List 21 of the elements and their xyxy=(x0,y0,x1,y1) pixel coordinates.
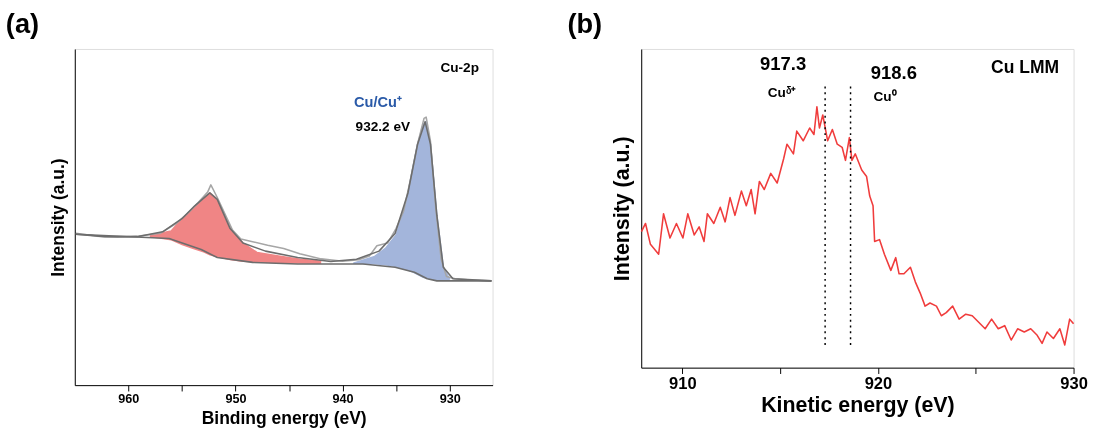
annotation: 932.2 eV xyxy=(355,118,410,134)
x-tick-label: 930 xyxy=(439,392,461,407)
text: Cu⁰ xyxy=(873,89,897,105)
x-tick-label: 960 xyxy=(118,392,140,407)
x-tick-label: 950 xyxy=(225,392,247,407)
text: 917.3 xyxy=(760,53,807,75)
x-tick-label: 930 xyxy=(1060,373,1088,392)
x-tick-label: 920 xyxy=(864,373,893,392)
text: Cuᵟ⁺ xyxy=(767,84,797,100)
y-axis-title: Intensity (a.u.) xyxy=(610,136,635,282)
x-tick-label: 940 xyxy=(332,392,354,407)
chart-title: (b) xyxy=(567,8,603,40)
text: Cu LMM xyxy=(991,57,1059,78)
x-axis-title: Binding energy (eV) xyxy=(201,407,367,428)
text: Cu-2p xyxy=(440,60,479,76)
x-axis-title: Kinetic energy (eV) xyxy=(761,392,955,417)
chart-title: (a) xyxy=(5,8,40,40)
text: 918.6 xyxy=(870,62,917,84)
x-tick-label: 910 xyxy=(669,373,697,392)
y-axis-title: Intensity (a.u.) xyxy=(47,158,68,277)
text: Cu/Cu⁺ xyxy=(354,94,402,111)
